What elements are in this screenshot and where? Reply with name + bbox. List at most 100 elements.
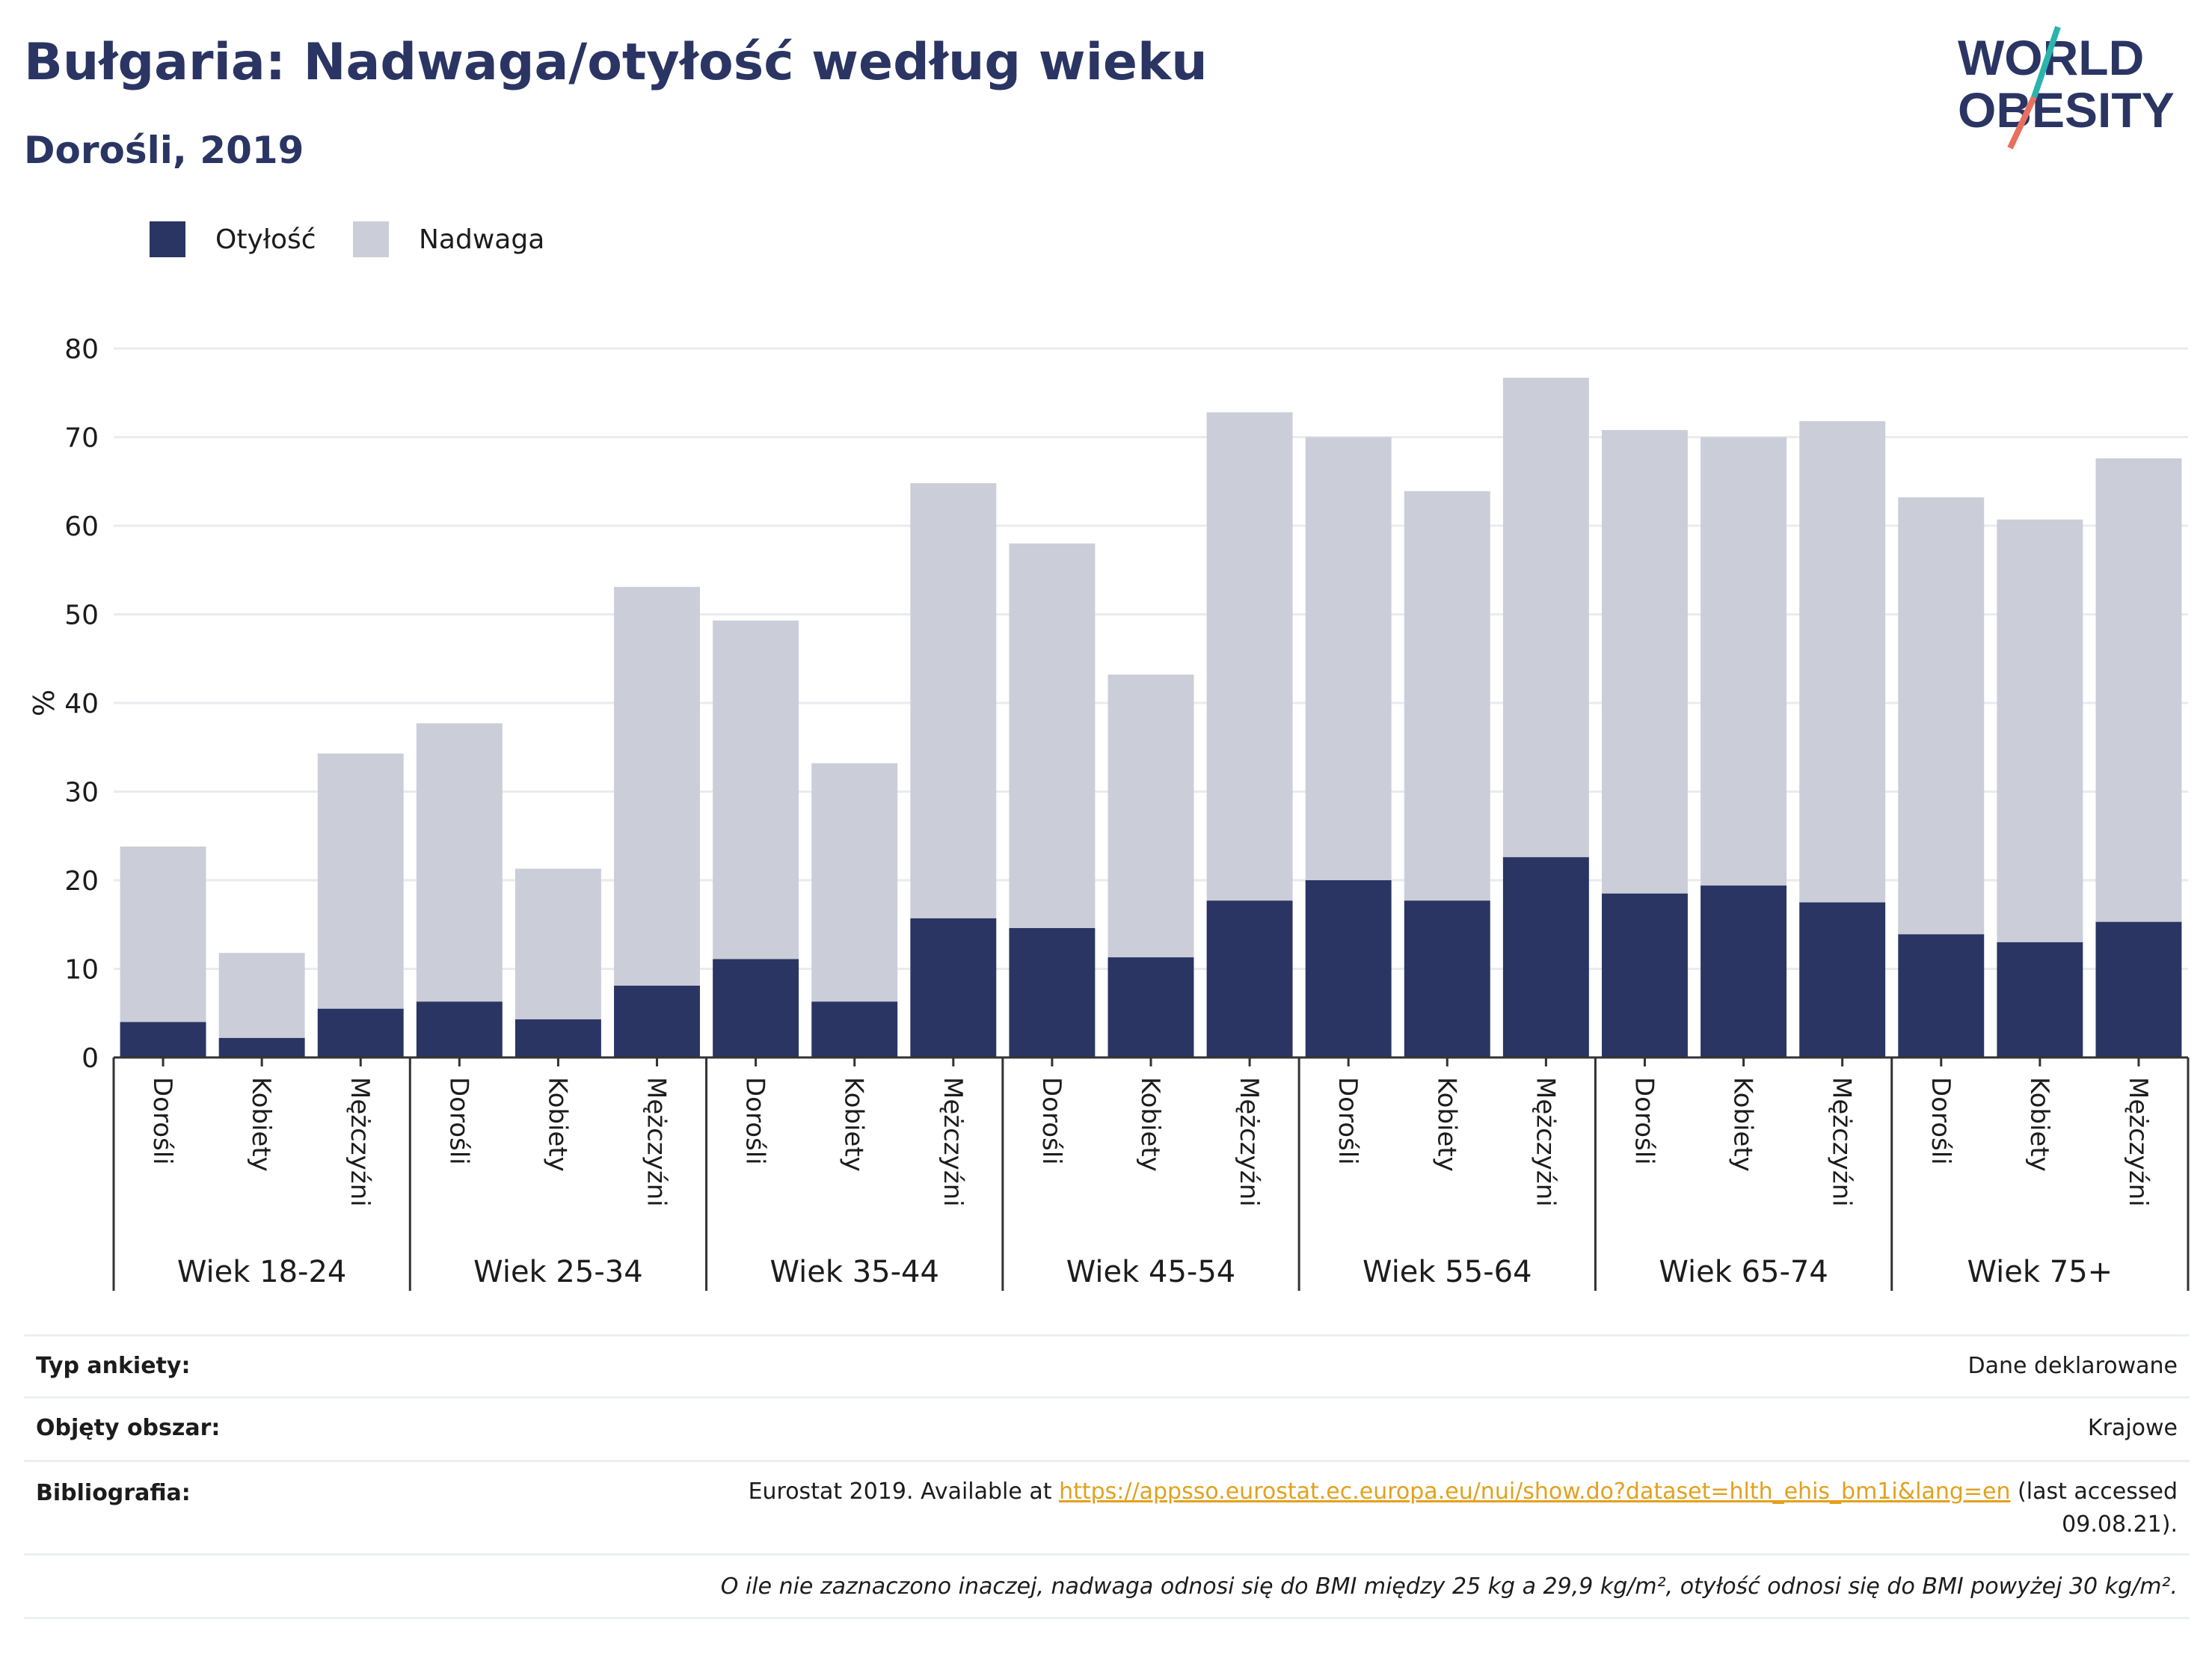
area-value: Krajowe — [2087, 1415, 2178, 1441]
bar-overweight — [317, 753, 404, 1009]
sub-category-label: Mężczyźni — [2123, 1077, 2153, 1207]
legend-item-overweight: Nadwaga — [353, 221, 544, 257]
legend-item-obesity: Otyłość — [150, 221, 316, 257]
bibliography-suffix: (last accessed — [2018, 1479, 2178, 1505]
bar-obesity — [910, 918, 997, 1057]
legend-swatch-overweight — [353, 221, 389, 257]
y-tick-label: 50 — [64, 601, 99, 631]
legend-label-overweight: Nadwaga — [419, 224, 545, 255]
bar-obesity — [811, 1001, 898, 1057]
sub-category-label: Mężczyźni — [1530, 1077, 1560, 1207]
y-tick-label: 10 — [64, 955, 99, 986]
page-title: Bułgaria: Nadwaga/otyłość według wieku — [24, 33, 1208, 92]
page-subtitle: Dorośli, 2019 — [24, 129, 304, 172]
bar-overweight — [1206, 412, 1293, 901]
survey-type-value: Dane deklarowane — [1967, 1353, 2178, 1379]
sub-category-label: Kobiety — [1728, 1077, 1758, 1172]
bar-obesity — [1502, 857, 1589, 1057]
bar-overweight — [218, 953, 305, 1038]
bar-overweight — [120, 846, 206, 1022]
legend-swatch-obesity — [150, 221, 185, 257]
y-tick-label: 70 — [64, 423, 99, 454]
bar-obesity — [514, 1019, 601, 1057]
sub-category-label: Mężczyźni — [345, 1077, 375, 1207]
bar-overweight — [910, 483, 997, 918]
sub-category-label: Mężczyźni — [938, 1077, 968, 1207]
sub-category-label: Kobiety — [542, 1077, 572, 1172]
sub-category-label: Dorośli — [1036, 1077, 1066, 1165]
world-obesity-logo: WORLD OBESITY — [1958, 25, 2175, 150]
y-tick-label: 30 — [64, 778, 99, 808]
legend-label-obesity: Otyłość — [215, 224, 316, 255]
bar-overweight — [1898, 497, 1985, 935]
bar-overweight — [1107, 675, 1194, 958]
info-row-survey: Typ ankiety: Dane deklarowane — [24, 1334, 2190, 1396]
logo-line2: OBESITY — [1958, 82, 2175, 138]
info-table: Typ ankiety: Dane deklarowane Objęty obs… — [24, 1334, 2190, 1619]
bar-obesity — [1997, 942, 2083, 1057]
bar-overweight — [811, 763, 898, 1002]
bar-overweight — [1404, 491, 1490, 901]
bar-obesity — [713, 959, 799, 1057]
stacked-bar-chart: 0 10 20 30 40 50 60 70 80% Dorośli Kobiety Mężczyźn… — [28, 334, 2190, 1291]
sub-category-label: Mężczyźni — [1234, 1077, 1264, 1207]
bar-obesity — [120, 1022, 206, 1057]
survey-type-label: Typ ankiety: — [36, 1353, 191, 1379]
sub-category-label: Kobiety — [1431, 1077, 1461, 1172]
bar-overweight — [1009, 543, 1096, 928]
sub-category-label: Dorośli — [1333, 1077, 1362, 1165]
info-row-note: O ile nie zaznaczono inaczej, nadwaga od… — [24, 1553, 2190, 1619]
sub-category-label: Dorośli — [1629, 1077, 1659, 1165]
bar-overweight — [1602, 430, 1688, 894]
bar-obesity — [1898, 934, 1985, 1057]
sub-category-label: Kobiety — [246, 1077, 276, 1172]
info-row-bibliography: Bibliografia: Eurostat 2019. Available a… — [24, 1460, 2190, 1553]
y-tick-label: 20 — [64, 866, 99, 897]
bibliography-label: Bibliografia: — [36, 1480, 191, 1506]
sub-category-label: Kobiety — [1135, 1077, 1165, 1172]
bar-obesity — [2095, 921, 2182, 1057]
bar-overweight — [1502, 378, 1589, 858]
logo-slash-teal — [2031, 25, 2061, 99]
group-label: Wiek 35-44 — [769, 1255, 939, 1289]
bibliography-date: 09.08.21). — [2062, 1511, 2178, 1538]
info-row-area: Objęty obszar: Krajowe — [24, 1396, 2190, 1460]
bibliography-link[interactable]: https://appsso.eurostat.ec.europa.eu/nui… — [1059, 1479, 2011, 1505]
sub-category-label: Mężczyźni — [1827, 1077, 1857, 1207]
bar-obesity — [1799, 902, 1886, 1057]
bibliography-value: Eurostat 2019. Available at https://apps… — [749, 1476, 2178, 1541]
bar-overweight — [1799, 421, 1886, 903]
group-label: Wiek 25-34 — [473, 1255, 643, 1289]
bar-obesity — [1701, 885, 1787, 1057]
sub-category-label: Kobiety — [839, 1077, 869, 1172]
bar-overweight — [1997, 519, 2083, 942]
sub-category-label: Dorośli — [740, 1077, 770, 1165]
y-axis-label: % — [28, 690, 61, 716]
bar-obesity — [1206, 900, 1293, 1057]
bar-obesity — [1305, 880, 1392, 1057]
bar-overweight — [514, 868, 601, 1020]
bar-obesity — [614, 986, 700, 1057]
definition-note: O ile nie zaznaczono inaczej, nadwaga od… — [720, 1573, 2178, 1600]
bar-obesity — [416, 1001, 503, 1057]
bar-overweight — [713, 620, 799, 959]
sub-category-label: Dorośli — [1926, 1077, 1956, 1165]
bar-overweight — [2095, 458, 2182, 922]
sub-category-label: Kobiety — [2024, 1077, 2054, 1172]
bibliography-prefix: Eurostat 2019. Available at — [748, 1479, 1052, 1505]
y-tick-label: 0 — [82, 1043, 99, 1074]
sub-category-label: Mężczyźni — [642, 1077, 672, 1207]
bar-overweight — [1701, 437, 1787, 886]
bar-overweight — [614, 586, 700, 986]
bar-obesity — [218, 1037, 305, 1057]
group-label: Wiek 65-74 — [1659, 1255, 1828, 1289]
bar-obesity — [1404, 900, 1490, 1057]
sub-category-label: Dorośli — [147, 1077, 177, 1165]
logo-slash-coral — [2007, 96, 2037, 150]
y-tick-label: 80 — [64, 334, 99, 365]
bar-overweight — [1305, 437, 1392, 880]
bar-obesity — [1107, 957, 1194, 1057]
group-label: Wiek 75+ — [1967, 1255, 2113, 1289]
bar-overweight — [416, 723, 503, 1002]
bar-obesity — [1602, 893, 1688, 1057]
